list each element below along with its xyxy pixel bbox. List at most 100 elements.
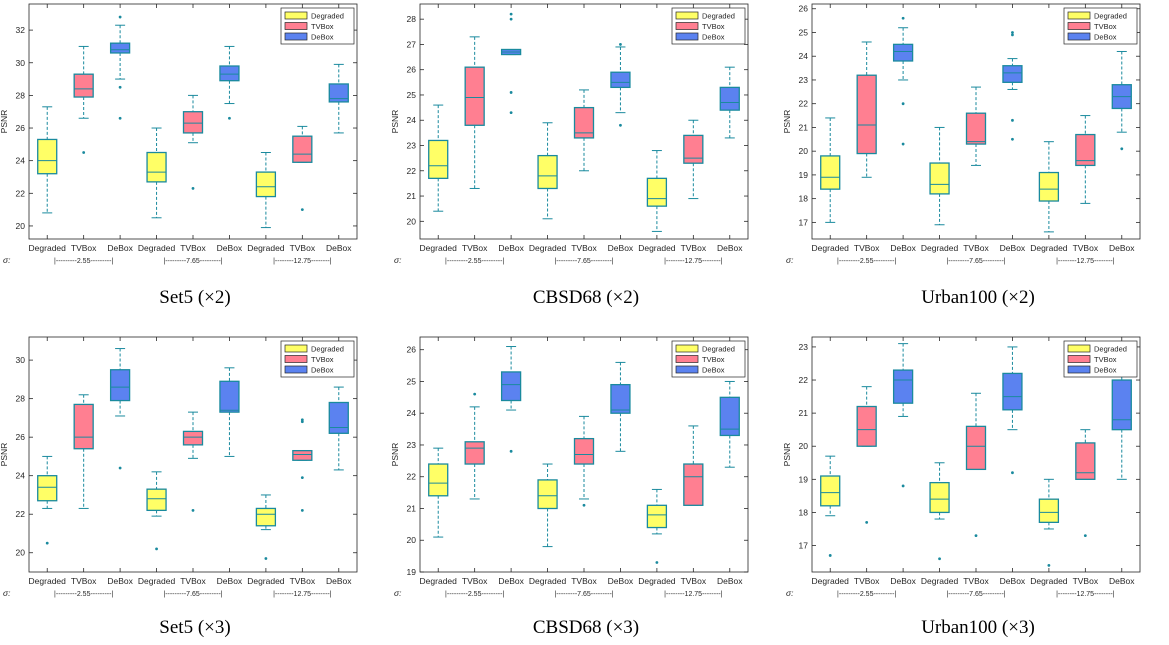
box: [146, 488, 167, 512]
outlier-point: [191, 508, 195, 512]
x-tick-label: TVBox: [180, 243, 206, 253]
sigma-group-label: |---------7.65---------|: [163, 591, 222, 598]
y-tick-label: 19: [799, 474, 809, 484]
legend-swatch: [284, 11, 308, 20]
outlier-point: [300, 208, 304, 212]
y-tick-label: 28: [407, 14, 417, 24]
legend-swatch: [284, 32, 308, 41]
sigma-group-label: |---------7.65---------|: [946, 591, 1005, 598]
x-tick-label: Degraded: [921, 243, 959, 253]
sigma-group-label: |--------12.75--------|: [273, 258, 332, 265]
y-tick-label: 30: [16, 58, 26, 68]
legend-label: TVBox: [702, 22, 725, 31]
x-tick-label: Degraded: [138, 576, 176, 586]
outlier-point: [509, 449, 513, 453]
box: [255, 171, 277, 198]
outlier-point: [974, 534, 978, 537]
outlier-point: [582, 503, 586, 507]
box: [37, 138, 58, 175]
box: [109, 42, 131, 54]
box: [73, 73, 94, 98]
box: [219, 65, 240, 82]
outlier-point: [938, 557, 941, 561]
y-tick-label: 18: [799, 194, 809, 204]
y-tick-label: 24: [407, 115, 417, 125]
y-tick-label: 21: [407, 503, 417, 513]
box: [500, 371, 522, 402]
x-tick-label: Degraded: [812, 576, 850, 586]
caption-cbsd68-x3: CBSD68 (×3): [532, 617, 640, 638]
y-tick-label: 24: [407, 408, 417, 418]
y-tick-label: 27: [407, 39, 417, 49]
legend-swatch: [675, 22, 699, 30]
sigma-label: σ:: [394, 588, 402, 598]
x-tick-label: Degraded: [29, 243, 67, 253]
x-tick-label: DeBox: [1000, 243, 1026, 253]
legend-label: DeBox: [702, 33, 725, 42]
y-tick-label: 19: [407, 567, 417, 577]
y-axis-label: PSNR: [390, 110, 400, 134]
x-tick-label: DeBox: [326, 243, 352, 253]
x-tick-label: Degraded: [138, 243, 176, 253]
sigma-group-label: |--------12.75--------|: [273, 591, 332, 598]
y-tick-label: 23: [799, 342, 809, 352]
box: [892, 369, 914, 404]
legend-label: TVBox: [1094, 355, 1117, 364]
box: [1002, 372, 1023, 411]
box: [610, 383, 631, 414]
legend-swatch: [284, 355, 308, 363]
y-tick-label: 26: [799, 4, 809, 14]
x-tick-label: DeBox: [1109, 576, 1135, 586]
box: [965, 112, 987, 145]
y-tick-label: 20: [407, 535, 417, 545]
x-tick-label: TVBox: [1073, 576, 1099, 586]
legend-swatch: [675, 355, 699, 363]
legend-label: TVBox: [311, 355, 334, 364]
box: [929, 481, 950, 514]
x-tick-label: Degraded: [1030, 243, 1068, 253]
x-tick-label: DeBox: [717, 576, 743, 586]
box: [820, 475, 841, 507]
outlier-point: [118, 85, 122, 89]
y-axis-label: PSNR: [0, 443, 9, 467]
y-tick-label: 22: [16, 509, 26, 519]
box: [929, 162, 950, 195]
x-tick-label: DeBox: [1109, 243, 1135, 253]
x-tick-label: TVBox: [571, 243, 597, 253]
x-tick-label: TVBox: [963, 243, 989, 253]
box: [292, 449, 313, 461]
box: [109, 369, 131, 402]
outlier-point: [300, 508, 304, 512]
y-tick-label: 18: [799, 507, 809, 517]
sigma-label: σ:: [394, 255, 402, 265]
legend-swatch: [1067, 355, 1091, 363]
outlier-point: [1011, 137, 1014, 141]
legend-label: Degraded: [311, 12, 344, 21]
box: [683, 463, 704, 506]
sigma-label: σ:: [3, 588, 11, 598]
box: [464, 441, 485, 465]
sigma-group-label: |---------7.65---------|: [163, 258, 222, 265]
x-tick-label: TVBox: [854, 576, 880, 586]
box: [965, 425, 987, 471]
box: [573, 106, 595, 139]
y-tick-label: 25: [407, 90, 417, 100]
box: [1038, 171, 1060, 202]
y-tick-label: 22: [407, 472, 417, 482]
y-tick-label: 26: [16, 123, 26, 133]
outlier-point: [82, 151, 86, 154]
legend-swatch: [1067, 365, 1091, 374]
box: [646, 504, 668, 529]
sigma-group-label: |---------7.65---------|: [554, 258, 613, 265]
x-tick-label: DeBox: [717, 243, 743, 253]
box: [1038, 498, 1060, 524]
x-tick-label: TVBox: [1073, 243, 1099, 253]
outlier-point: [1011, 471, 1014, 475]
box: [182, 111, 204, 134]
x-tick-label: Degraded: [29, 576, 67, 586]
box: [219, 380, 240, 413]
outlier-point: [118, 116, 122, 120]
legend-label: DeBox: [311, 366, 334, 375]
